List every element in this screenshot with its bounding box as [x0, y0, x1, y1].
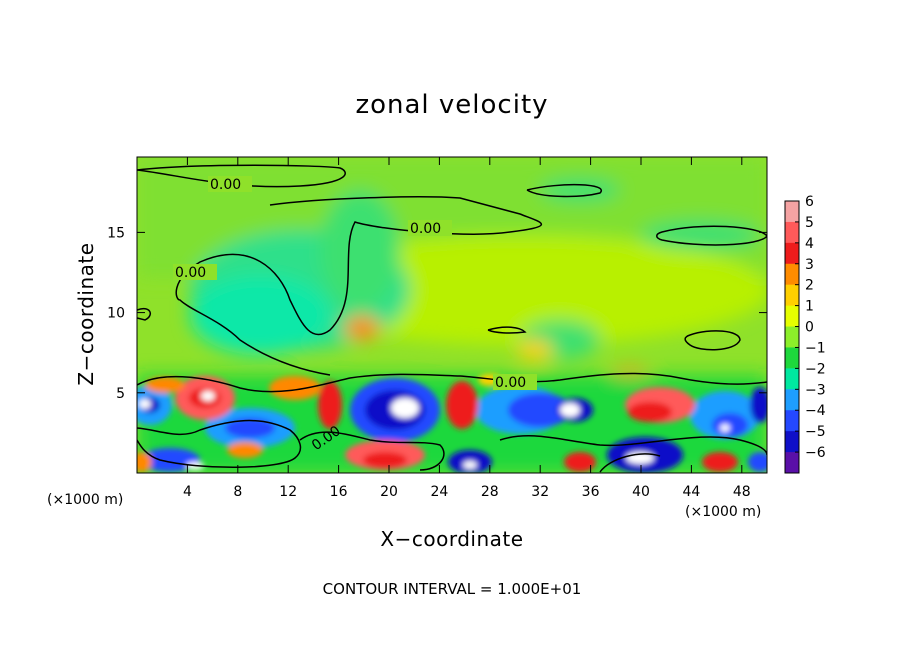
colorbar-swatch — [785, 347, 799, 369]
colorbar-tick-label: −2 — [805, 361, 826, 377]
colorbar-tick-label: 2 — [805, 278, 814, 294]
x-unit-right: (×1000 m) — [685, 504, 761, 520]
y-axis: 5 10 15 — [107, 225, 767, 402]
x-tick-label: 40 — [632, 484, 650, 500]
contour-label: 0.00 — [410, 221, 441, 237]
x-tick-label: 4 — [183, 484, 192, 500]
x-unit-left: (×1000 m) — [47, 492, 123, 508]
x-tick-label: 28 — [481, 484, 499, 500]
colorbar-swatch — [785, 431, 799, 453]
chart-title: zonal velocity — [355, 90, 548, 120]
colorbar-tick-label: 3 — [805, 257, 814, 273]
contour-interval-note: CONTOUR INTERVAL = 1.000E+01 — [323, 580, 582, 598]
colorbar-swatch — [785, 284, 799, 307]
colorbar-tick-label: −6 — [805, 445, 826, 461]
contour-lines — [137, 164, 767, 473]
colorbar-swatch — [785, 410, 799, 432]
y-axis-label: Z−coordinate — [74, 242, 98, 385]
colorbar-swatch — [785, 263, 799, 286]
colorbar-tick-label: 0 — [805, 320, 814, 336]
contour-label: 0.00 — [210, 177, 241, 193]
colorbar-tick-label: −5 — [805, 424, 826, 440]
x-tick-label: 24 — [430, 484, 448, 500]
colorbar-swatch — [785, 452, 799, 474]
x-axis-label: X−coordinate — [380, 527, 523, 551]
x-tick-label: 36 — [582, 484, 600, 500]
x-tick-label: 16 — [330, 484, 348, 500]
colorbar-tick-label: −3 — [805, 382, 826, 398]
heatmap-field — [137, 157, 767, 473]
colorbar-swatch — [785, 221, 799, 244]
colorbar-swatch — [785, 242, 799, 265]
contour-labels: 0.00 0.00 0.00 0.00 0.00 — [173, 176, 537, 454]
plot-frame — [136, 156, 768, 474]
colorbar-swatch — [785, 305, 799, 328]
x-tick-label: 20 — [380, 484, 398, 500]
contour-label: 0.00 — [495, 375, 526, 391]
colorbar-tick-label: 6 — [805, 194, 814, 210]
y-tick-label: 5 — [116, 386, 125, 402]
colorbar-tick-label: −1 — [805, 340, 826, 356]
colorbar-tick-label: 1 — [805, 299, 814, 315]
y-tick-label: 15 — [107, 225, 125, 241]
contour-label: 0.00 — [175, 265, 206, 281]
colorbar-tick-label: 5 — [805, 215, 814, 231]
colorbar-swatch — [785, 326, 799, 348]
y-tick-label: 10 — [107, 306, 125, 322]
x-tick-label: 32 — [531, 484, 549, 500]
colorbar: 6 5 4 3 2 1 0 −1 −2 −3 −4 −5 −6 — [784, 194, 826, 474]
x-tick-label: 8 — [233, 484, 242, 500]
colorbar-swatch — [785, 201, 799, 223]
colorbar-tick-label: −4 — [805, 403, 826, 419]
colorbar-tick-label: 4 — [805, 236, 814, 252]
x-axis: 4 8 12 16 20 24 28 32 36 40 44 48 — [183, 157, 751, 500]
x-tick-label: 48 — [733, 484, 751, 500]
colorbar-swatch — [785, 389, 799, 411]
x-tick-label: 44 — [682, 484, 700, 500]
colorbar-swatch — [785, 368, 799, 390]
colorbar-frame — [784, 200, 800, 474]
x-tick-label: 12 — [279, 484, 297, 500]
